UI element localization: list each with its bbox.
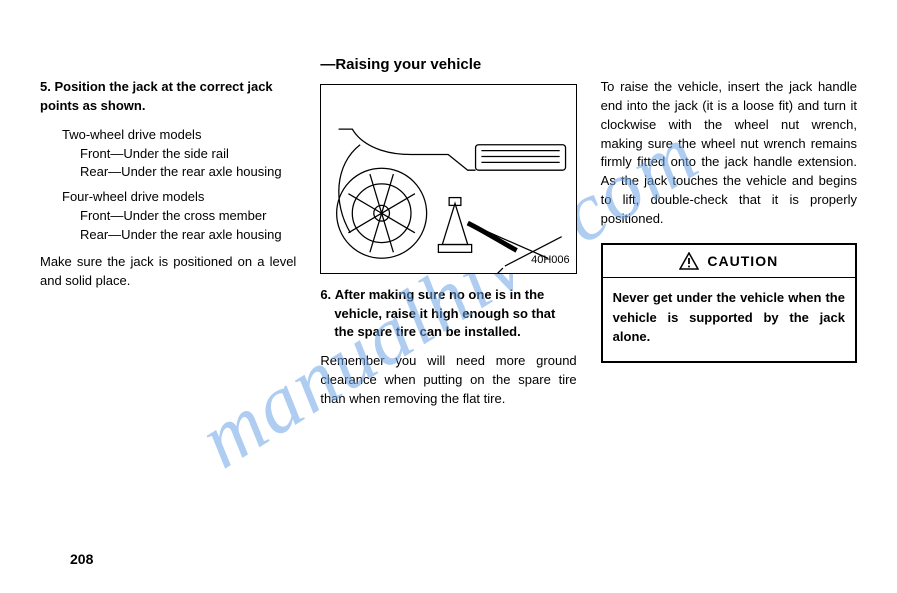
four-wheel-title: Four-wheel drive models <box>62 188 296 207</box>
left-note: Make sure the jack is positioned on a le… <box>40 253 296 291</box>
column-left: 5. Position the jack at the correct jack… <box>40 54 296 409</box>
step-number: 5. <box>40 79 51 94</box>
two-wheel-front: Front—Under the side rail <box>80 145 296 164</box>
two-wheel-title: Two-wheel drive models <box>62 126 296 145</box>
caution-body: Never get under the vehicle when the veh… <box>603 278 855 361</box>
column-middle: —Raising your vehicle <box>320 54 576 409</box>
four-wheel-block: Four-wheel drive models Front—Under the … <box>62 188 296 245</box>
step-5: 5. Position the jack at the correct jack… <box>40 78 296 116</box>
content-columns: 5. Position the jack at the correct jack… <box>40 54 857 409</box>
step-6: 6. After making sure no one is in the ve… <box>320 286 576 343</box>
caution-header: CAUTION <box>603 245 855 278</box>
two-wheel-block: Two-wheel drive models Front—Under the s… <box>62 126 296 183</box>
document-page: manualhive.com 5. Position the jack at t… <box>0 0 897 593</box>
caution-label: CAUTION <box>707 251 778 271</box>
step-text: After making sure no one is in the vehic… <box>334 287 555 340</box>
section-heading: —Raising your vehicle <box>320 54 576 76</box>
four-wheel-front: Front—Under the cross member <box>80 207 296 226</box>
right-paragraph: To raise the vehicle, insert the jack ha… <box>601 78 857 229</box>
column-right: To raise the vehicle, insert the jack ha… <box>601 54 857 409</box>
two-wheel-rear: Rear—Under the rear axle housing <box>80 163 296 182</box>
jack-illustration: 40H006 <box>320 84 576 274</box>
warning-triangle-icon <box>679 252 699 270</box>
caution-box: CAUTION Never get under the vehicle when… <box>601 243 857 363</box>
page-number: 208 <box>70 551 93 567</box>
middle-note: Remember you will need more ground clear… <box>320 352 576 409</box>
figure-code: 40H006 <box>531 253 570 269</box>
vehicle-jack-svg <box>321 85 575 273</box>
step-text: Position the jack at the correct jack po… <box>40 79 273 113</box>
step-number: 6. <box>320 287 331 302</box>
four-wheel-rear: Rear—Under the rear axle housing <box>80 226 296 245</box>
